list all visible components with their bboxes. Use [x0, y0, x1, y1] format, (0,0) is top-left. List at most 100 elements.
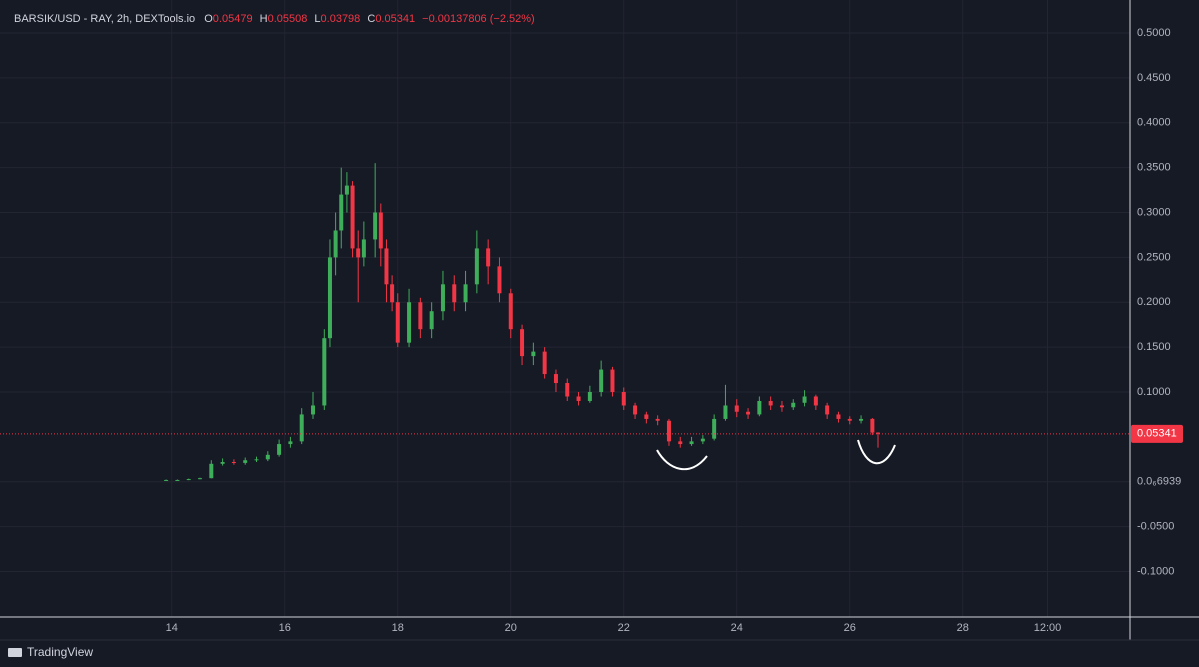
candle-body	[859, 418, 864, 421]
candle-body	[463, 284, 468, 303]
x-tick-label: 18	[392, 622, 404, 634]
ohlc-value: 0.05508	[268, 13, 308, 25]
candle-body	[587, 392, 592, 401]
candle-body	[164, 479, 169, 481]
ohlc-value: 0.05341	[375, 13, 415, 25]
annotation-curve	[857, 439, 896, 465]
candle-body	[418, 302, 423, 330]
candle-body	[198, 478, 203, 480]
ohlc-value: 0.05479	[213, 13, 253, 25]
candle-body	[378, 212, 383, 249]
y-tick-label: 0.4500	[1137, 72, 1171, 84]
candle-body	[395, 302, 400, 343]
legend: BARSIK/USD - RAY, 2h, DEXTools.io O0.054…	[14, 13, 535, 25]
candle-body	[407, 302, 412, 343]
candle-body	[847, 418, 852, 421]
ohlc-value: 0.03798	[321, 13, 361, 25]
last-price-label: 0.05341	[1137, 428, 1177, 440]
x-tick-label: 20	[505, 622, 517, 634]
candle-body	[322, 338, 327, 406]
candle-body	[836, 414, 841, 419]
candle-body	[277, 444, 282, 455]
candle-body	[299, 414, 304, 442]
annotation-curve	[656, 449, 708, 471]
candle-body	[175, 479, 180, 481]
x-tick-label: 14	[166, 622, 178, 634]
candle-body	[390, 284, 395, 303]
candle-body	[746, 411, 751, 415]
x-tick-label: 24	[731, 622, 743, 634]
candle-body	[576, 396, 581, 401]
candle-body	[452, 284, 457, 303]
candle-body	[531, 351, 536, 357]
y-tick-label: 0.2500	[1137, 251, 1171, 263]
y-tick-label: 0.1000	[1137, 386, 1171, 398]
candle-body	[356, 248, 361, 258]
y-tick-label: 0.0₆6939	[1137, 476, 1181, 488]
ohlc-label: H	[260, 13, 268, 25]
candle-body	[474, 248, 479, 285]
candle-body	[361, 239, 366, 258]
candle-body	[243, 460, 248, 463]
y-tick-label: -0.0500	[1137, 521, 1174, 533]
candle-body	[723, 405, 728, 419]
candle-body	[508, 293, 513, 330]
x-tick-label: 12:00	[1034, 622, 1062, 634]
candle-body	[712, 418, 717, 439]
candle-body	[553, 374, 558, 384]
candle-body	[520, 329, 525, 357]
candle-body	[565, 383, 570, 397]
y-tick-label: 0.1500	[1137, 341, 1171, 353]
candle-body	[768, 400, 773, 406]
candle-body	[311, 405, 316, 415]
y-tick-label: 0.3000	[1137, 206, 1171, 218]
candle-body	[486, 248, 491, 267]
candle-body	[373, 212, 378, 240]
candle-body	[288, 441, 293, 445]
last-price-tag	[1131, 424, 1183, 443]
y-tick-label: 0.2000	[1137, 296, 1171, 308]
candle-body	[644, 414, 649, 419]
candle-body	[700, 438, 705, 442]
candle-body	[779, 405, 784, 408]
candle-body	[655, 418, 660, 421]
candle-body	[254, 459, 259, 461]
candle-body	[429, 311, 434, 330]
candle-body	[825, 405, 830, 415]
change: −0.00137806 (−2.52%)	[422, 13, 535, 25]
candle-body	[678, 441, 683, 445]
candle-body	[621, 392, 626, 406]
candle-body	[802, 396, 807, 403]
x-tick-label: 28	[957, 622, 969, 634]
candle-body	[813, 396, 818, 406]
candle-body	[666, 420, 671, 442]
candle-body	[231, 462, 236, 464]
candle-body	[633, 405, 638, 415]
y-tick-label: 0.5000	[1137, 27, 1171, 39]
candle-body	[497, 266, 502, 294]
candle-body	[870, 418, 875, 433]
candle-body	[542, 351, 547, 375]
candle-body	[339, 194, 344, 231]
candle-body	[757, 400, 762, 415]
candle-body	[186, 479, 191, 481]
candle-body	[734, 405, 739, 412]
candle-body	[344, 185, 349, 195]
y-tick-label: 0.4000	[1137, 117, 1171, 129]
candle-body	[209, 463, 214, 479]
candle-body	[350, 185, 355, 249]
candle-body	[440, 284, 445, 312]
brand-logo: TradingView	[8, 645, 93, 659]
candle-body	[220, 462, 225, 464]
ohlc-label: L	[314, 13, 320, 25]
grid	[0, 0, 1130, 617]
candle-body	[599, 369, 604, 393]
y-tick-label: 0.3500	[1137, 162, 1171, 174]
candle-body	[689, 441, 694, 445]
y-tick-label: -0.1000	[1137, 565, 1174, 577]
x-tick-label: 26	[844, 622, 856, 634]
x-tick-label: 16	[279, 622, 291, 634]
ohlc-label: O	[204, 13, 213, 25]
candle-body	[265, 454, 270, 460]
